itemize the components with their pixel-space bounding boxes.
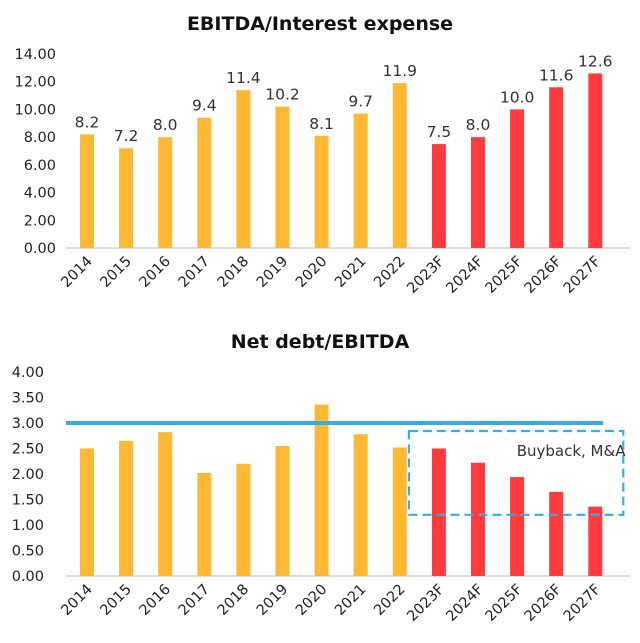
bar-2023F xyxy=(431,448,446,576)
annotation-label: Buyback, M&A xyxy=(517,442,626,460)
data-label: 9.7 xyxy=(348,93,373,111)
x-tick-label: 2016 xyxy=(137,254,174,291)
x-tick-label: 2014 xyxy=(58,254,95,291)
x-tick-label: 2027F xyxy=(561,254,604,297)
x-tick-label: 2016 xyxy=(137,582,174,619)
bar-2024F xyxy=(471,137,485,248)
x-tick-label: 2015 xyxy=(98,254,135,291)
data-label: 12.6 xyxy=(578,52,613,70)
x-tick-label: 2020 xyxy=(293,254,330,291)
x-tick-label: 2023F xyxy=(404,254,447,297)
bar-2027F xyxy=(588,73,603,249)
y-tick-label: 3.50 xyxy=(12,391,44,407)
data-label: 11.6 xyxy=(539,66,574,84)
data-label: 10.2 xyxy=(265,86,300,104)
bar-2015 xyxy=(119,148,134,248)
x-tick-label: 2026F xyxy=(522,254,565,297)
y-tick-label: 6.00 xyxy=(24,158,56,174)
annotation-box xyxy=(407,429,625,516)
y-tick-label: 1.00 xyxy=(12,518,44,534)
y-tick-label: 10.00 xyxy=(14,102,56,118)
data-label: 11.9 xyxy=(383,62,418,80)
bar-2026F xyxy=(549,87,564,248)
y-tick-label: 0.50 xyxy=(12,544,44,560)
y-tick-label: 1.50 xyxy=(12,493,44,509)
y-tick-label: 14.00 xyxy=(14,47,56,63)
x-tick-label: 2015 xyxy=(98,582,135,619)
bar-2017 xyxy=(197,472,212,576)
bar-2026F xyxy=(549,491,564,576)
y-tick-label: 2.00 xyxy=(12,467,44,483)
y-tick-label: 0.00 xyxy=(12,569,44,585)
x-tick-label: 2014 xyxy=(58,582,95,619)
bar-2021 xyxy=(353,434,368,576)
bar-2022 xyxy=(392,83,407,248)
x-tick-label: 2025F xyxy=(483,254,526,297)
data-label: 7.5 xyxy=(427,123,452,141)
chart-title-ebitda-interest: EBITDA/Interest expense xyxy=(187,13,453,35)
data-label: 11.4 xyxy=(226,69,261,87)
bar-2018 xyxy=(236,90,251,249)
bar-2014 xyxy=(80,448,94,576)
bar-2016 xyxy=(158,432,173,576)
y-tick-label: 4.00 xyxy=(12,365,44,381)
y-tick-label: 3.00 xyxy=(12,416,44,432)
data-label: 8.0 xyxy=(153,116,178,134)
bar-2019 xyxy=(275,445,290,576)
x-tick-label: 2025F xyxy=(483,582,526,625)
y-tick-label: 2.00 xyxy=(24,213,56,229)
bar-2020 xyxy=(314,135,329,248)
x-tick-label: 2020 xyxy=(293,582,330,619)
data-label: 8.0 xyxy=(466,116,491,134)
data-label: 8.2 xyxy=(75,113,100,131)
x-tick-label: 2019 xyxy=(254,254,291,291)
data-label: 7.2 xyxy=(114,127,139,145)
x-tick-label: 2021 xyxy=(332,582,369,619)
bar-2025F xyxy=(510,477,525,576)
ebitda-interest-chart: EBITDA/Interest expense 0.00 2.00 4.00 6.00… xyxy=(14,13,630,297)
y-tick-label: 4.00 xyxy=(24,186,56,202)
bar-2023F xyxy=(431,144,446,248)
x-tick-label: 2018 xyxy=(215,254,252,291)
data-label: 10.0 xyxy=(500,88,535,106)
chart-title-net-debt-ebitda: Net debt/EBITDA xyxy=(231,331,410,353)
bar-2018 xyxy=(236,463,251,576)
bar-2021 xyxy=(353,113,368,248)
bar-2014 xyxy=(80,134,94,248)
x-tick-label: 2024F xyxy=(444,582,487,625)
y-tick-label: 12.00 xyxy=(14,75,56,91)
x-tick-label: 2023F xyxy=(404,582,447,625)
x-tick-label: 2019 xyxy=(254,582,291,619)
bar-2019 xyxy=(275,106,290,249)
bar-2022 xyxy=(392,447,407,576)
bar-2027F xyxy=(588,506,603,576)
bar-2024F xyxy=(471,462,485,576)
y-tick-label: 8.00 xyxy=(24,130,56,146)
data-label: 8.1 xyxy=(309,115,334,133)
x-tick-label: 2022 xyxy=(371,582,408,619)
net-debt-ebitda-chart: Net debt/EBITDA 0.00 0.50 1.00 1.50 2.00 2.50… xyxy=(12,331,630,625)
bar-2015 xyxy=(119,440,134,576)
bar-2025F xyxy=(510,109,525,248)
x-tick-label: 2017 xyxy=(176,582,213,619)
x-tick-label: 2017 xyxy=(176,254,213,291)
x-tick-label: 2021 xyxy=(332,254,369,291)
x-tick-label: 2026F xyxy=(522,582,565,625)
bar-2016 xyxy=(158,137,173,248)
bar-2017 xyxy=(197,117,212,248)
x-tick-label: 2018 xyxy=(215,582,252,619)
x-tick-label: 2022 xyxy=(371,254,408,291)
x-tick-label: 2024F xyxy=(444,254,487,297)
data-label: 9.4 xyxy=(192,97,217,115)
x-tick-label: 2027F xyxy=(561,582,604,625)
bar-2020 xyxy=(314,404,329,576)
y-tick-label: 2.50 xyxy=(12,442,44,458)
y-tick-label: 0.00 xyxy=(24,241,56,257)
